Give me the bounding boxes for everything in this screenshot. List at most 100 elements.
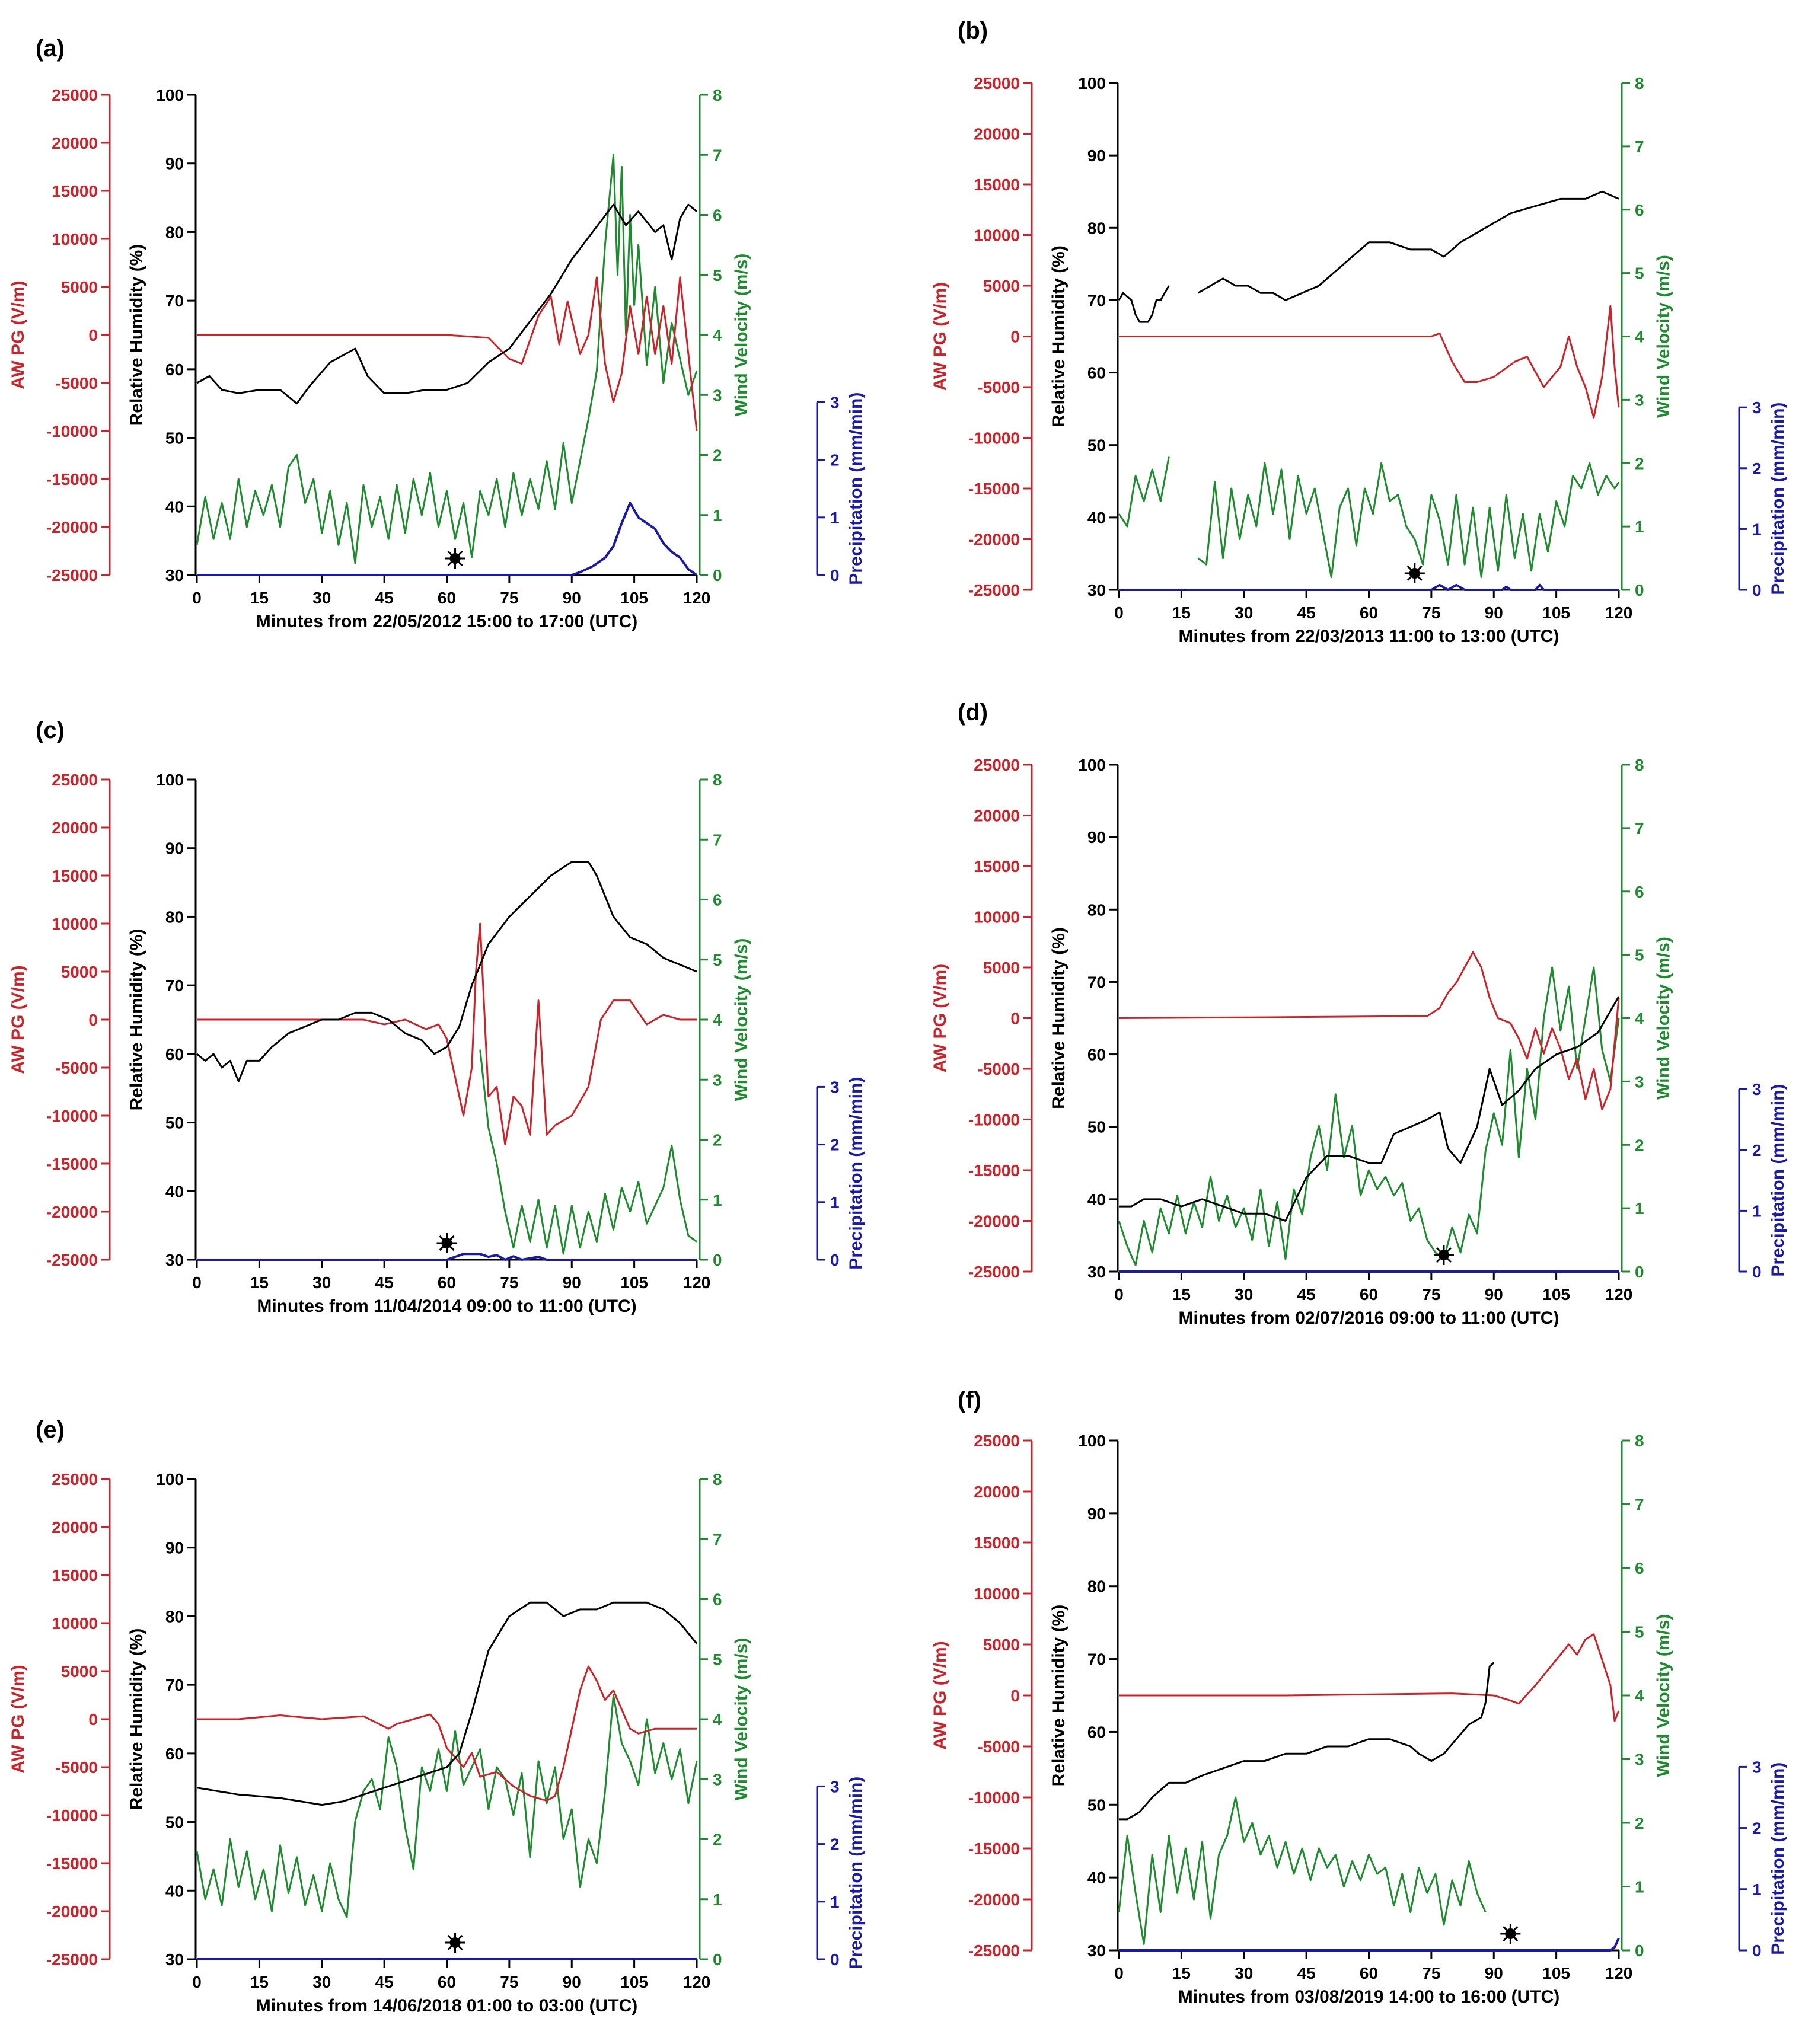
x-tick-label: 75: [500, 589, 518, 607]
panel-label: (a): [36, 36, 65, 62]
wind-tick-label: 8: [1635, 74, 1644, 92]
panel-label: (c): [36, 717, 65, 743]
wind-tick-label: 6: [713, 206, 722, 225]
rh-tick-label: 60: [1087, 364, 1106, 382]
rh-tick-label: 50: [165, 1813, 184, 1832]
precip-tick-label: 3: [1752, 1758, 1762, 1776]
pg-tick-label: 10000: [974, 908, 1020, 927]
pg-tick-label: 25000: [974, 1432, 1020, 1450]
pg-tick-label: -20000: [968, 1890, 1020, 1909]
wind-tick-label: 5: [713, 951, 722, 969]
pg-axis-title: AW PG (V/m): [8, 965, 28, 1074]
wind-tick-label: 1: [1635, 1878, 1644, 1896]
precip-tick-label: 3: [830, 393, 840, 411]
rh-tick-label: 80: [1087, 900, 1106, 919]
x-tick-label: 0: [1114, 603, 1124, 622]
x-tick-label: 30: [312, 1973, 331, 1991]
rh-tick-label: 100: [1078, 756, 1106, 774]
wind-tick-label: 2: [713, 1831, 722, 1849]
x-axis-title: Minutes from 11/04/2014 09:00 to 11:00 (…: [257, 1296, 636, 1316]
pg-tick-label: -10000: [46, 422, 98, 440]
chart-panel: (a)2500020000150001000050000-5000-10000-…: [8, 36, 866, 631]
x-tick-label: 45: [1297, 1285, 1316, 1304]
rh-tick-label: 80: [165, 908, 184, 926]
pg-tick-label: -5000: [55, 1059, 98, 1077]
wind-tick-label: 3: [1635, 1072, 1644, 1091]
pg-tick-label: 5000: [61, 963, 98, 981]
pg-tick-label: -15000: [968, 1839, 1020, 1858]
x-tick-label: 75: [1422, 1285, 1440, 1304]
wind-tick-label: 6: [1635, 883, 1644, 901]
series-line-precip: [1119, 1937, 1620, 1952]
star-marker-core: [441, 1238, 452, 1248]
pg-axis-title: AW PG (V/m): [8, 1665, 28, 1773]
pg-tick-label: 0: [88, 1710, 98, 1729]
rh-tick-label: 100: [156, 1470, 184, 1489]
x-tick-label: 105: [620, 1273, 648, 1292]
pg-tick-label: -20000: [968, 531, 1020, 549]
pg-tick-label: 20000: [974, 1483, 1020, 1501]
pg-tick-label: -25000: [46, 1950, 98, 1969]
rh-tick-label: 80: [1087, 1577, 1106, 1596]
precip-tick-label: 2: [1752, 1141, 1762, 1160]
wind-tick-label: 2: [1635, 454, 1644, 472]
pg-tick-label: 10000: [52, 1614, 98, 1633]
x-axis-title: Minutes from 03/08/2019 14:00 to 16:00 (…: [1178, 1987, 1560, 2007]
pg-tick-label: -20000: [46, 518, 98, 536]
wind-tick-label: 6: [1635, 1559, 1644, 1577]
rh-tick-label: 30: [165, 1251, 184, 1269]
x-tick-label: 75: [500, 1973, 518, 1991]
rh-tick-label: 100: [1078, 74, 1106, 92]
rh-tick-label: 50: [165, 429, 184, 448]
pg-tick-label: -10000: [968, 1788, 1020, 1807]
x-tick-label: 60: [438, 589, 456, 607]
wind-tick-label: 6: [1635, 201, 1644, 219]
x-tick-label: 45: [375, 589, 394, 607]
pg-tick-label: 15000: [974, 175, 1020, 194]
pg-tick-label: 5000: [983, 1636, 1020, 1654]
pg-tick-label: 0: [1010, 1010, 1020, 1028]
rh-tick-label: 60: [165, 1745, 184, 1763]
rh-tick-label: 50: [1087, 436, 1106, 455]
wind-tick-label: 2: [1635, 1136, 1644, 1154]
wind-tick-label: 3: [713, 386, 722, 404]
series-line-pg: [197, 276, 698, 432]
series-line-rh: [196, 1601, 698, 1806]
rh-tick-label: 40: [165, 497, 184, 516]
pg-axis-title: AW PG (V/m): [8, 280, 28, 389]
x-tick-label: 60: [1360, 1285, 1378, 1304]
chart-panel: (e)2500020000150001000050000-5000-10000-…: [8, 1417, 866, 2016]
precip-axis-title: Precipitation (mm/min): [846, 392, 866, 585]
pg-tick-label: 10000: [52, 230, 98, 248]
rh-tick-label: 30: [165, 566, 184, 585]
panel-label: (e): [36, 1417, 65, 1443]
panel-label: (f): [958, 1387, 981, 1413]
series-line-pg: [197, 922, 697, 1146]
precip-tick-label: 2: [830, 451, 840, 470]
x-tick-label: 60: [438, 1273, 456, 1292]
rh-axis-title: Relative Humidity (%): [1049, 1605, 1069, 1787]
rh-tick-label: 70: [165, 976, 184, 995]
wind-tick-label: 7: [1635, 138, 1644, 156]
pg-tick-label: -5000: [977, 378, 1020, 397]
rh-tick-label: 60: [165, 360, 184, 379]
x-tick-label: 90: [563, 589, 581, 607]
x-tick-label: 30: [1235, 1964, 1253, 1982]
x-tick-label: 45: [1297, 603, 1316, 622]
wind-tick-label: 4: [1635, 1010, 1644, 1028]
pg-tick-label: 20000: [974, 807, 1020, 825]
wind-axis-title: Wind Velocity (m/s): [732, 1638, 751, 1801]
panel-label: (b): [958, 18, 988, 44]
x-tick-label: 45: [375, 1973, 394, 1991]
x-tick-label: 90: [1485, 1964, 1503, 1982]
pg-tick-label: -5000: [977, 1060, 1020, 1078]
star-marker: [1500, 1924, 1521, 1944]
pg-tick-label: 15000: [52, 182, 98, 200]
rh-tick-label: 90: [165, 1539, 184, 1557]
pg-tick-label: 20000: [52, 1518, 98, 1537]
wind-tick-label: 5: [1635, 946, 1644, 964]
precip-tick-label: 2: [830, 1136, 840, 1154]
x-tick-label: 30: [312, 589, 331, 607]
pg-tick-label: -25000: [968, 1263, 1020, 1281]
x-tick-label: 15: [250, 1973, 269, 1991]
